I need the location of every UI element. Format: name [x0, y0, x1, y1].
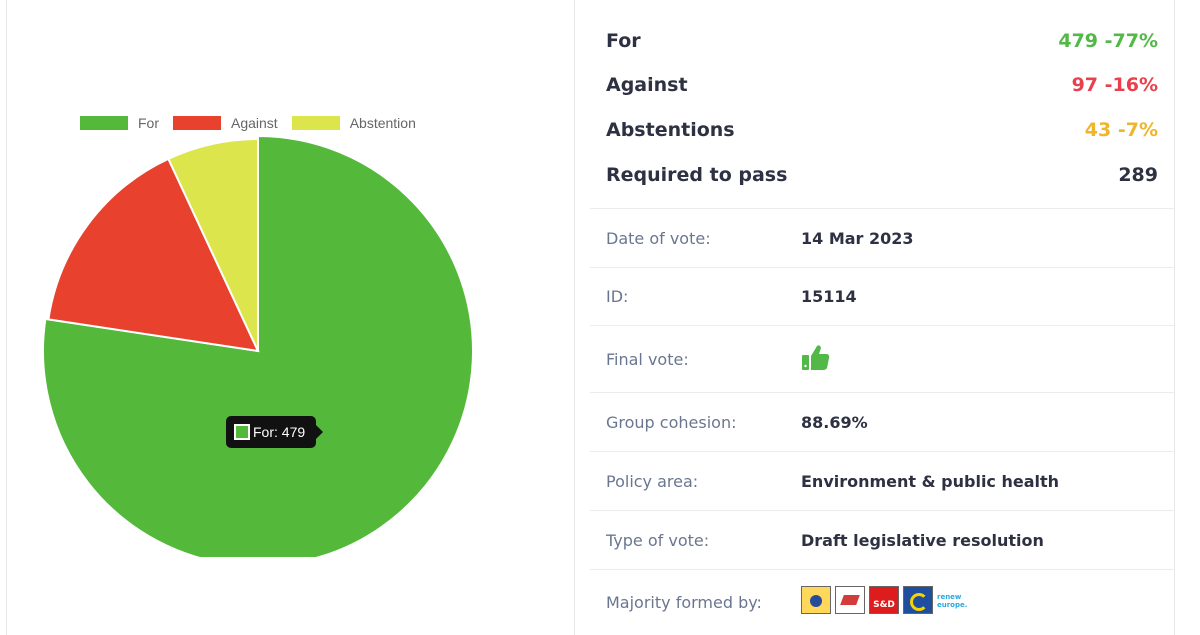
detail-row-policy: Policy area: Environment & public health [590, 452, 1174, 511]
summary-label-for: For [606, 30, 641, 52]
summary-value-against: 97 -16% [1071, 74, 1158, 96]
summary-label-against: Against [606, 74, 688, 96]
legend-item-against[interactable]: Against [173, 115, 278, 131]
detail-row-majority: Majority formed by: S&D renew europe. [590, 570, 1174, 634]
ecr-logo[interactable] [835, 586, 865, 614]
legend-label-against: Against [231, 115, 278, 131]
date-value: 14 Mar 2023 [801, 228, 914, 248]
pie-slice-abstention[interactable] [167, 137, 259, 352]
detail-row-id: ID: 15114 [590, 267, 1174, 326]
legend-swatch-for [80, 116, 128, 130]
greens-logo[interactable] [903, 586, 933, 614]
summary-row-for: For 479 -77% [606, 26, 1158, 56]
type-value: Draft legislative resolution [801, 530, 1044, 550]
summary-label-abstentions: Abstentions [606, 119, 735, 141]
majority-group-logos: S&D renew europe. [801, 586, 975, 614]
legend-swatch-against [173, 116, 221, 130]
legend-label-for: For [138, 115, 159, 131]
cohesion-label: Group cohesion: [606, 412, 737, 432]
summary-label-required: Required to pass [606, 164, 788, 186]
renew-logo[interactable]: renew europe. [937, 593, 968, 609]
summary-row-against: Against 97 -16% [606, 70, 1158, 100]
tooltip-swatch [234, 424, 250, 440]
policy-label: Policy area: [606, 471, 699, 491]
type-label: Type of vote: [606, 530, 710, 550]
epp-logo[interactable] [801, 586, 831, 614]
summary-value-required: 289 [1118, 164, 1158, 186]
vote-summary-panel: For 479 -77% Against 97 -16% Abstentions… [590, 0, 1175, 635]
pie-slice-against[interactable] [47, 157, 260, 353]
sd-logo[interactable]: S&D [869, 586, 899, 614]
detail-row-type: Type of vote: Draft legislative resoluti… [590, 511, 1174, 570]
final-vote-label: Final vote: [606, 349, 689, 369]
id-value: 15114 [801, 286, 857, 306]
detail-row-final-vote: Final vote: [590, 326, 1174, 393]
cohesion-value: 88.69% [801, 412, 868, 432]
tooltip-text: For: 479 [253, 424, 306, 440]
legend-item-abstention[interactable]: Abstention [291, 115, 416, 131]
detail-row-date: Date of vote: 14 Mar 2023 [590, 208, 1174, 268]
legend-item-for[interactable]: For [80, 115, 159, 131]
summary-value-for: 479 -77% [1058, 30, 1158, 52]
summary-row-required: Required to pass 289 [606, 160, 1158, 190]
summary-row-abstentions: Abstentions 43 -7% [606, 115, 1158, 145]
summary-value-abstentions: 43 -7% [1084, 119, 1158, 141]
date-label: Date of vote: [606, 228, 711, 248]
detail-row-cohesion: Group cohesion: 88.69% [590, 393, 1174, 452]
chart-tooltip: For: 479 [226, 416, 323, 448]
chart-legend: For Against Abstention [80, 114, 430, 132]
thumbs-up-icon [802, 345, 830, 370]
majority-label: Majority formed by: [606, 592, 762, 612]
pie-chart [7, 134, 574, 635]
chart-panel: For Against Abstention For: 479 [6, 0, 575, 635]
id-label: ID: [606, 286, 629, 306]
legend-label-abstention: Abstention [349, 115, 416, 131]
legend-swatch-abstention [291, 116, 340, 130]
policy-value: Environment & public health [801, 471, 1060, 491]
chart-bottom-mask [7, 557, 574, 635]
